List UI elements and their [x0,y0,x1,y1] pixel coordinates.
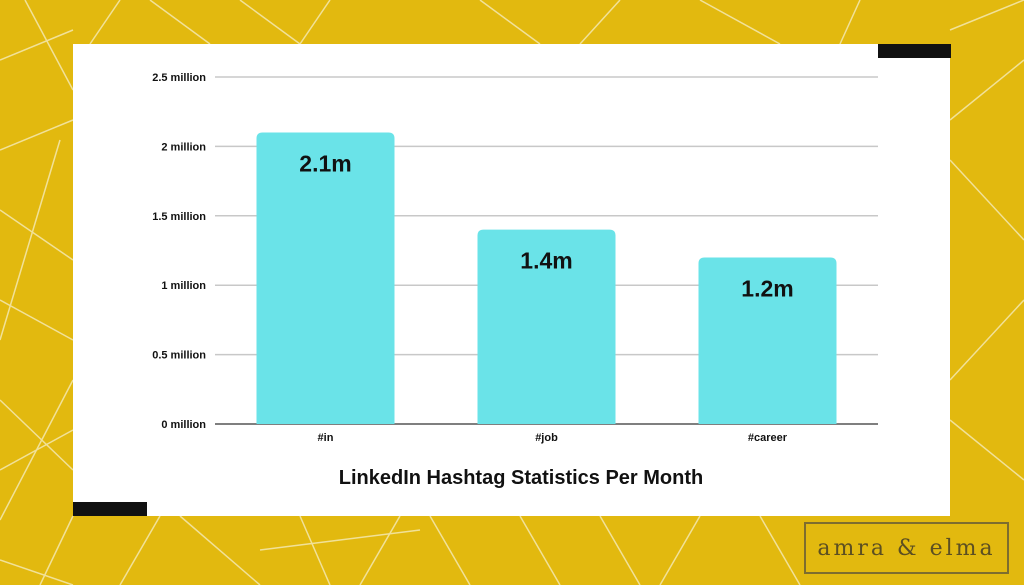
x-tick-label: #job [535,432,558,444]
y-tick-label: 0 million [161,419,206,431]
y-tick-label: 1 million [161,280,206,292]
data-label: 1.4m [520,248,572,274]
decorative-black-bar-top-right [878,44,951,58]
y-tick-label: 2 million [161,141,206,153]
x-tick-label: #career [748,432,788,444]
decorative-black-bar-bottom-left [73,502,147,516]
bar-job [477,229,616,424]
y-tick-label: 1.5 million [152,211,206,223]
bars: 2.1m 1.4m 1.2m [256,132,837,424]
x-axis-ticks: #in #job #career [318,432,788,444]
data-label: 1.2m [741,275,793,301]
y-tick-label: 0.5 million [152,350,206,362]
data-label: 2.1m [299,151,351,177]
bar-in [256,132,395,424]
brand-logo: amra & elma [804,522,1009,574]
y-axis-ticks: 0 million 0.5 million 1 million 1.5 million… [152,72,206,431]
y-tick-label: 2.5 million [152,72,206,84]
chart-title: LinkedIn Hashtag Statistics Per Month [339,467,704,489]
x-tick-label: #in [318,432,334,444]
bar-career [698,257,837,424]
